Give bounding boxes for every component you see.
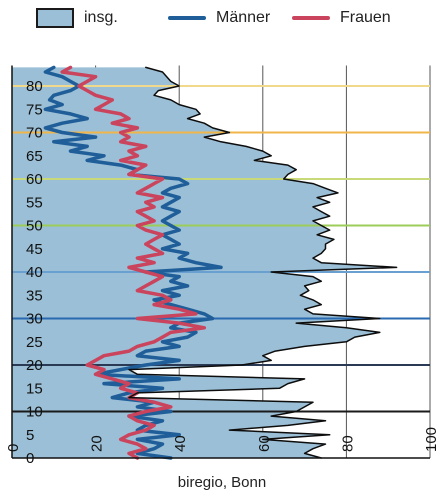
y-tick-label-55: 55 — [26, 194, 43, 211]
x-tick-label-80: 80 — [339, 435, 356, 452]
legend-swatch-men — [168, 16, 206, 20]
x-tick-label-40: 40 — [172, 435, 189, 452]
legend-item-women: Frauen — [292, 6, 391, 30]
y-tick-label-30: 30 — [26, 311, 43, 328]
y-tick-label-20: 20 — [26, 357, 43, 374]
y-tick-label-0: 0 — [26, 450, 34, 467]
legend-label-total: insg. — [84, 9, 118, 26]
x-tick-label-0: 0 — [5, 444, 22, 452]
legend-swatch-women — [292, 16, 330, 20]
x-tick-label-60: 60 — [256, 435, 273, 452]
y-tick-label-35: 35 — [26, 287, 43, 304]
legend-swatch-total — [36, 8, 74, 28]
legend-item-total: insg. — [36, 6, 118, 30]
series-line-total — [128, 66, 398, 459]
y-tick-label-5: 5 — [26, 427, 34, 444]
y-tick-label-45: 45 — [26, 241, 43, 258]
y-tick-labels: 5 10 15 20 25 30 35 40 45 50 55 60 65 70 75 80 0 — [26, 78, 43, 467]
series-lines — [43, 65, 398, 460]
y-tick-label-65: 65 — [26, 148, 43, 165]
x-tick-labels: 0 20 40 60 80 100 — [5, 427, 440, 452]
y-tick-label-75: 75 — [26, 101, 43, 118]
source-caption: biregio, Bonn — [177, 474, 267, 491]
y-tick-label-50: 50 — [26, 218, 43, 235]
y-tick-label-25: 25 — [26, 334, 43, 351]
y-tick-label-70: 70 — [26, 125, 43, 142]
x-tick-label-100: 100 — [423, 427, 440, 452]
x-tick-label-20: 20 — [89, 435, 106, 452]
axes — [11, 65, 430, 459]
legend: insg. Männer Frauen — [0, 0, 444, 36]
legend-label-women: Frauen — [340, 9, 391, 26]
legend-item-men: Männer — [168, 6, 270, 30]
y-tick-label-60: 60 — [26, 171, 43, 188]
y-tick-label-80: 80 — [26, 78, 43, 95]
y-tick-label-15: 15 — [26, 380, 43, 397]
legend-label-men: Männer — [216, 9, 271, 26]
y-tick-label-40: 40 — [26, 264, 43, 281]
series-line-men — [43, 65, 223, 460]
y-tick-label-10: 10 — [26, 404, 43, 421]
